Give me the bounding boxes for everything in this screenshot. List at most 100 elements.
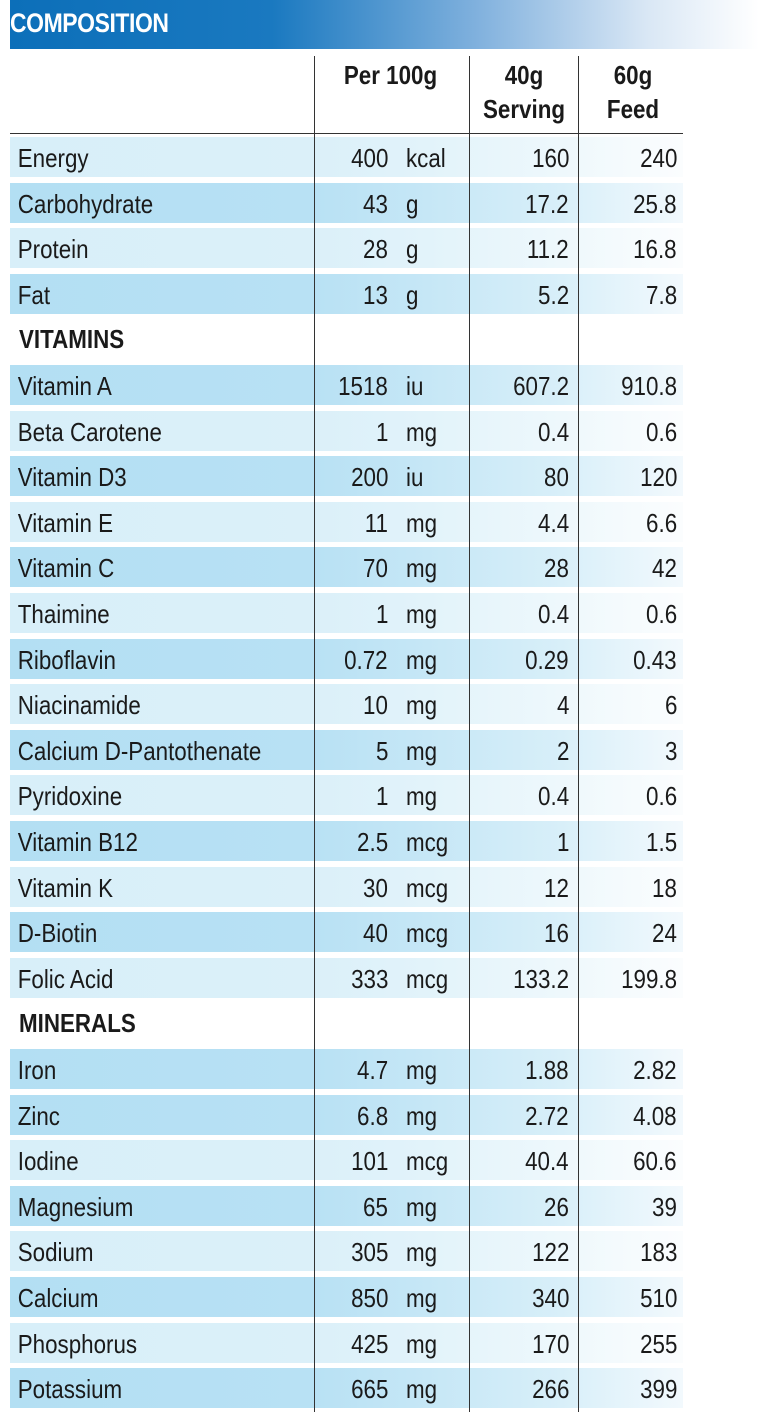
unit: g — [406, 279, 419, 310]
feed-value: 6.6 — [645, 507, 677, 538]
feed-value: 42 — [652, 553, 677, 584]
per-100g-value: 10 — [363, 690, 388, 721]
table-row: D-Biotin 40 mcg 16 24 — [10, 912, 683, 953]
unit: iu — [406, 462, 424, 493]
table-row: Iron 4.7 mg 1.88 2.82 — [10, 1049, 683, 1089]
per-100g-value: 2.5 — [356, 827, 388, 857]
unit: mg — [406, 690, 438, 721]
feed-value: 18 — [652, 872, 677, 903]
unit: mg — [406, 1191, 438, 1222]
nutrient-name: Thaimine — [17, 599, 110, 629]
unit: iu — [406, 371, 424, 401]
per-100g-value: 28 — [363, 234, 388, 265]
nutrient-name: Folic Acid — [17, 963, 114, 994]
feed-value: 0.6 — [645, 416, 677, 447]
table-row: Energy 400 kcal 160 240 — [10, 137, 683, 177]
serving-value: 133.2 — [513, 963, 569, 994]
feed-value: 24 — [652, 918, 677, 949]
nutrient-name: Potassium — [17, 1374, 123, 1405]
serving-value: 1.88 — [525, 1055, 569, 1085]
table-row: Vitamin A 1518 iu 607.2 910.8 — [10, 365, 683, 405]
nutrient-name: Phosphorus — [17, 1328, 138, 1359]
serving-value: 160 — [531, 143, 569, 173]
feed-value: 4.08 — [633, 1100, 677, 1131]
unit: mg — [406, 1374, 438, 1405]
per-100g-value: 40 — [363, 918, 388, 949]
serving-value: 170 — [531, 1328, 569, 1359]
nutrient-name: Iodine — [17, 1146, 79, 1177]
feed-value: 7.8 — [645, 279, 677, 310]
per-100g-value: 11 — [364, 507, 388, 538]
serving-value: 340 — [531, 1283, 569, 1313]
unit: mg — [406, 781, 438, 812]
feed-value: 199.8 — [621, 963, 677, 994]
per-100g-value: 4.7 — [356, 1055, 388, 1085]
serving-value: 11.2 — [527, 234, 569, 265]
serving-value: 40.4 — [525, 1146, 569, 1177]
nutrient-name: Vitamin B12 — [17, 827, 138, 857]
table-row: Zinc 6.8 mg 2.72 4.08 — [10, 1094, 683, 1135]
serving-value: 4 — [556, 690, 569, 721]
unit: mcg — [406, 872, 449, 903]
table-row: Carbohydrate 43 g 17.2 25.8 — [10, 182, 683, 223]
serving-value: 12 — [544, 872, 569, 903]
feed-value: 3 — [664, 735, 677, 766]
nutrient-name: Zinc — [17, 1100, 60, 1131]
table-row: Beta Carotene 1 mg 0.4 0.6 — [10, 410, 683, 451]
table-row: Iodine 101 mcg 40.4 60.6 — [10, 1140, 683, 1181]
feed-value: 0.43 — [633, 644, 677, 675]
feed-value: 1.5 — [645, 827, 677, 857]
serving-value: 0.4 — [537, 416, 569, 447]
serving-value: 0.29 — [525, 644, 569, 675]
unit: mg — [406, 599, 438, 629]
header-rule — [10, 133, 683, 134]
nutrient-name: Iron — [17, 1055, 57, 1085]
table-row: Sodium 305 mg 122 183 — [10, 1231, 683, 1272]
unit: mg — [406, 1100, 438, 1131]
nutrient-name: Riboflavin — [17, 644, 116, 675]
feed-value: 399 — [639, 1374, 677, 1405]
unit: mg — [406, 1237, 438, 1268]
table-row: Vitamin K 30 mcg 12 18 — [10, 866, 683, 907]
per-100g-value: 5 — [375, 735, 388, 766]
composition-header-bar — [10, 0, 759, 49]
serving-value: 122 — [531, 1237, 569, 1268]
per-100g-value: 1 — [375, 416, 388, 447]
per-100g-value: 13 — [363, 279, 388, 310]
unit: mcg — [406, 963, 449, 994]
nutrient-name: Magnesium — [17, 1191, 134, 1222]
column-header-feed-line1: 60g — [613, 60, 653, 90]
column-header-serving-line1: 40g — [504, 60, 544, 90]
per-100g-value: 665 — [350, 1374, 388, 1405]
unit: kcal — [406, 143, 446, 173]
table-row: Vitamin B12 2.5 mcg 1 1.5 — [10, 821, 683, 861]
unit: mg — [406, 1283, 438, 1313]
feed-value: 2.82 — [633, 1055, 677, 1085]
unit: mcg — [406, 827, 449, 857]
table-row: Folic Acid 333 mcg 133.2 199.8 — [10, 957, 683, 998]
column-header-serving-line2: Serving — [482, 94, 566, 124]
feed-value: 183 — [639, 1237, 677, 1268]
per-100g-value: 70 — [363, 553, 388, 584]
feed-value: 510 — [639, 1283, 677, 1313]
column-header-per-100g: Per 100g — [343, 60, 438, 90]
table-row: Calcium D-Pantothenate 5 mg 2 3 — [10, 729, 683, 770]
serving-value: 26 — [544, 1191, 569, 1222]
serving-value: 266 — [531, 1374, 569, 1405]
nutrient-name: Niacinamide — [17, 690, 141, 721]
column-divider-right — [578, 56, 579, 1412]
nutrient-name: Sodium — [17, 1237, 94, 1268]
serving-value: 0.4 — [537, 781, 569, 812]
table-row: Vitamin C 70 mg 28 42 — [10, 547, 683, 588]
nutrient-name: Vitamin E — [17, 507, 114, 538]
table-row: Thaimine 1 mg 0.4 0.6 — [10, 593, 683, 633]
per-100g-value: 43 — [363, 188, 388, 219]
nutrient-name: Calcium — [17, 1283, 99, 1313]
page-title: COMPOSITION — [10, 8, 169, 38]
per-100g-value: 1518 — [338, 371, 388, 401]
table-row: Fat 13 g 5.2 7.8 — [10, 273, 683, 314]
nutrient-name: D-Biotin — [17, 918, 98, 949]
unit: mg — [406, 735, 438, 766]
serving-value: 2.72 — [525, 1100, 569, 1131]
nutrient-name: Vitamin A — [17, 371, 112, 401]
